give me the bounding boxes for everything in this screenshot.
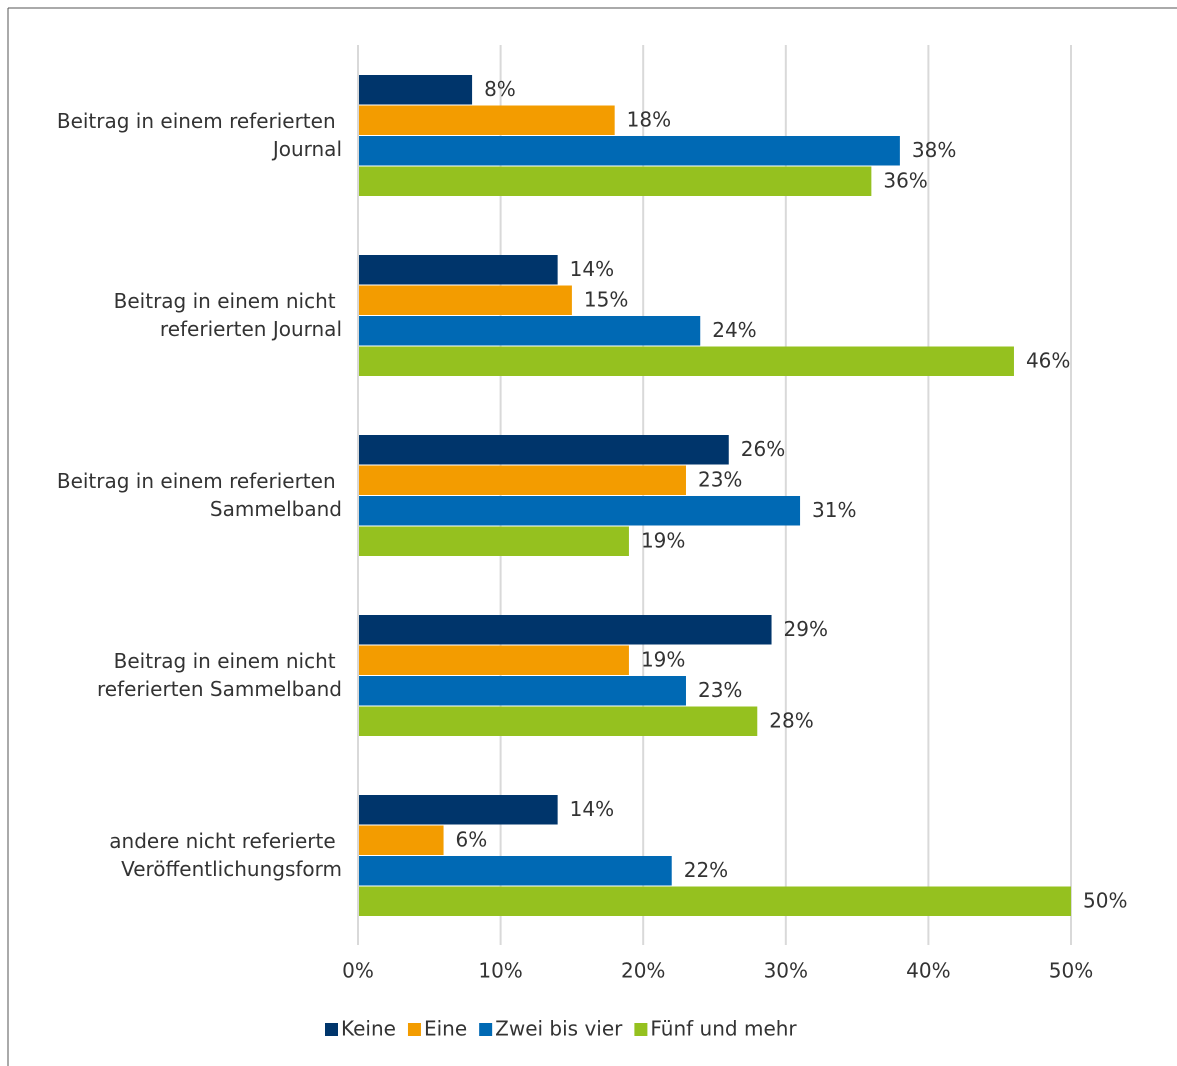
bar: [358, 255, 558, 285]
bar: [358, 136, 900, 166]
value-label: 23%: [698, 467, 742, 491]
y-tick-label: Beitrag in einem referierten Journal: [57, 109, 342, 161]
x-tick-label: 30%: [764, 959, 808, 983]
value-label: 8%: [484, 77, 516, 101]
legend-label: Zwei bis vier: [495, 1017, 623, 1041]
bar: [358, 285, 572, 315]
value-label: 38%: [912, 138, 956, 162]
y-tick-label: Beitrag in einem nicht referierten Samme…: [97, 649, 342, 701]
value-label: 22%: [684, 858, 728, 882]
x-tick-label: 20%: [621, 959, 665, 983]
value-label: 50%: [1083, 888, 1127, 912]
bar: [358, 75, 473, 105]
value-label: 19%: [641, 647, 685, 671]
legend-label: Keine: [341, 1017, 396, 1041]
legend-label: Eine: [424, 1017, 467, 1041]
value-label: 6%: [456, 827, 488, 851]
x-tick-label: 40%: [906, 959, 950, 983]
value-label: 14%: [570, 257, 614, 281]
bar: [358, 706, 758, 736]
bar: [358, 886, 1071, 916]
x-tick-label: 0%: [342, 959, 374, 983]
value-label: 46%: [1026, 348, 1070, 372]
bar: [358, 316, 701, 346]
bar: [358, 346, 1014, 376]
x-tick-label: 10%: [478, 959, 522, 983]
value-label: 26%: [741, 437, 785, 461]
value-label: 23%: [698, 678, 742, 702]
value-label: 31%: [812, 498, 856, 522]
legend-swatch: [634, 1023, 648, 1036]
value-label: 14%: [570, 797, 614, 821]
bar: [358, 105, 615, 135]
bar: [358, 856, 672, 886]
y-tick-label: Beitrag in einem nicht referierten Journ…: [114, 289, 342, 341]
legend-swatch: [325, 1023, 338, 1036]
bar: [358, 496, 801, 526]
bar: [358, 795, 558, 825]
value-label: 24%: [712, 318, 756, 342]
y-tick-label: andere nicht referierte Veröffentlichung…: [109, 829, 342, 881]
value-label: 15%: [584, 287, 628, 311]
bar: [358, 166, 872, 196]
bar: [358, 645, 629, 675]
bar: [358, 435, 729, 465]
value-label: 18%: [627, 107, 671, 131]
x-tick-label: 50%: [1049, 959, 1093, 983]
value-label: 28%: [769, 708, 813, 732]
bar: [358, 825, 444, 855]
value-label: 19%: [641, 528, 685, 552]
bar: [358, 676, 686, 706]
bar: [358, 526, 629, 556]
bar: [358, 615, 772, 645]
value-label: 36%: [883, 168, 927, 192]
legend-swatch: [407, 1023, 421, 1036]
bar: [358, 465, 686, 495]
legend-swatch: [479, 1023, 493, 1036]
legend-label: Fünf und mehr: [650, 1017, 797, 1041]
y-tick-label: Beitrag in einem referierten Sammelband: [57, 469, 342, 521]
value-label: 29%: [784, 617, 828, 641]
